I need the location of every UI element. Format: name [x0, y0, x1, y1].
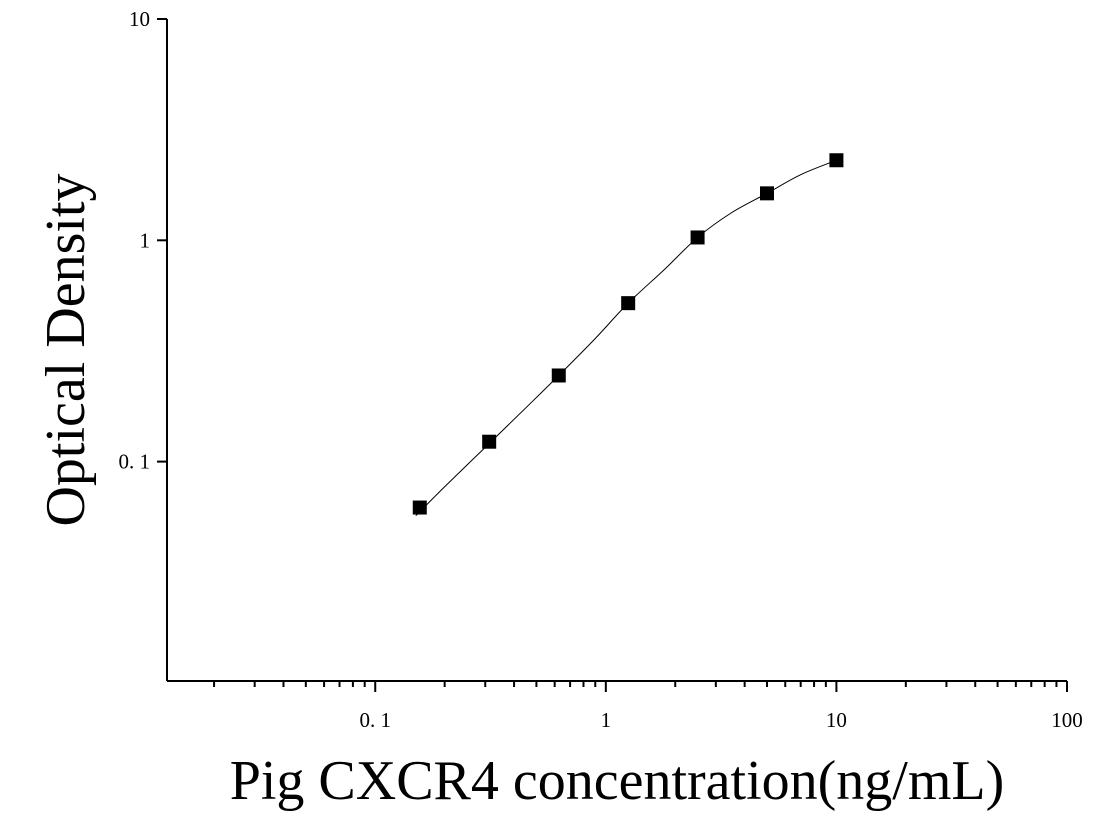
y-tick-label: 1	[140, 228, 151, 252]
data-point	[551, 368, 566, 383]
x-tick-label: 10	[826, 708, 847, 732]
y-tick-labels: 0. 1 1 10	[119, 7, 151, 474]
data-point	[760, 186, 774, 201]
y-ticks	[157, 18, 167, 463]
y-axis-title: Optical Density	[35, 173, 97, 526]
data-point	[412, 500, 427, 515]
data-point	[829, 153, 844, 168]
data-point	[621, 296, 636, 311]
data-point	[690, 230, 705, 245]
data-points	[412, 153, 844, 515]
x-tick-label: 0. 1	[359, 708, 391, 732]
x-axis-title: Pig CXCR4 concentration(ng/mL)	[230, 750, 1005, 812]
x-tick-label: 100	[1051, 708, 1083, 732]
y-tick-label: 10	[129, 7, 150, 31]
axes	[166, 19, 1067, 682]
fit-curve	[415, 159, 837, 516]
data-point	[482, 434, 497, 449]
y-tick-label: 0. 1	[119, 450, 151, 474]
x-tick-labels: 0. 1 1 10 100	[359, 708, 1082, 732]
x-tick-label: 1	[601, 708, 612, 732]
x-ticks	[213, 681, 1068, 692]
